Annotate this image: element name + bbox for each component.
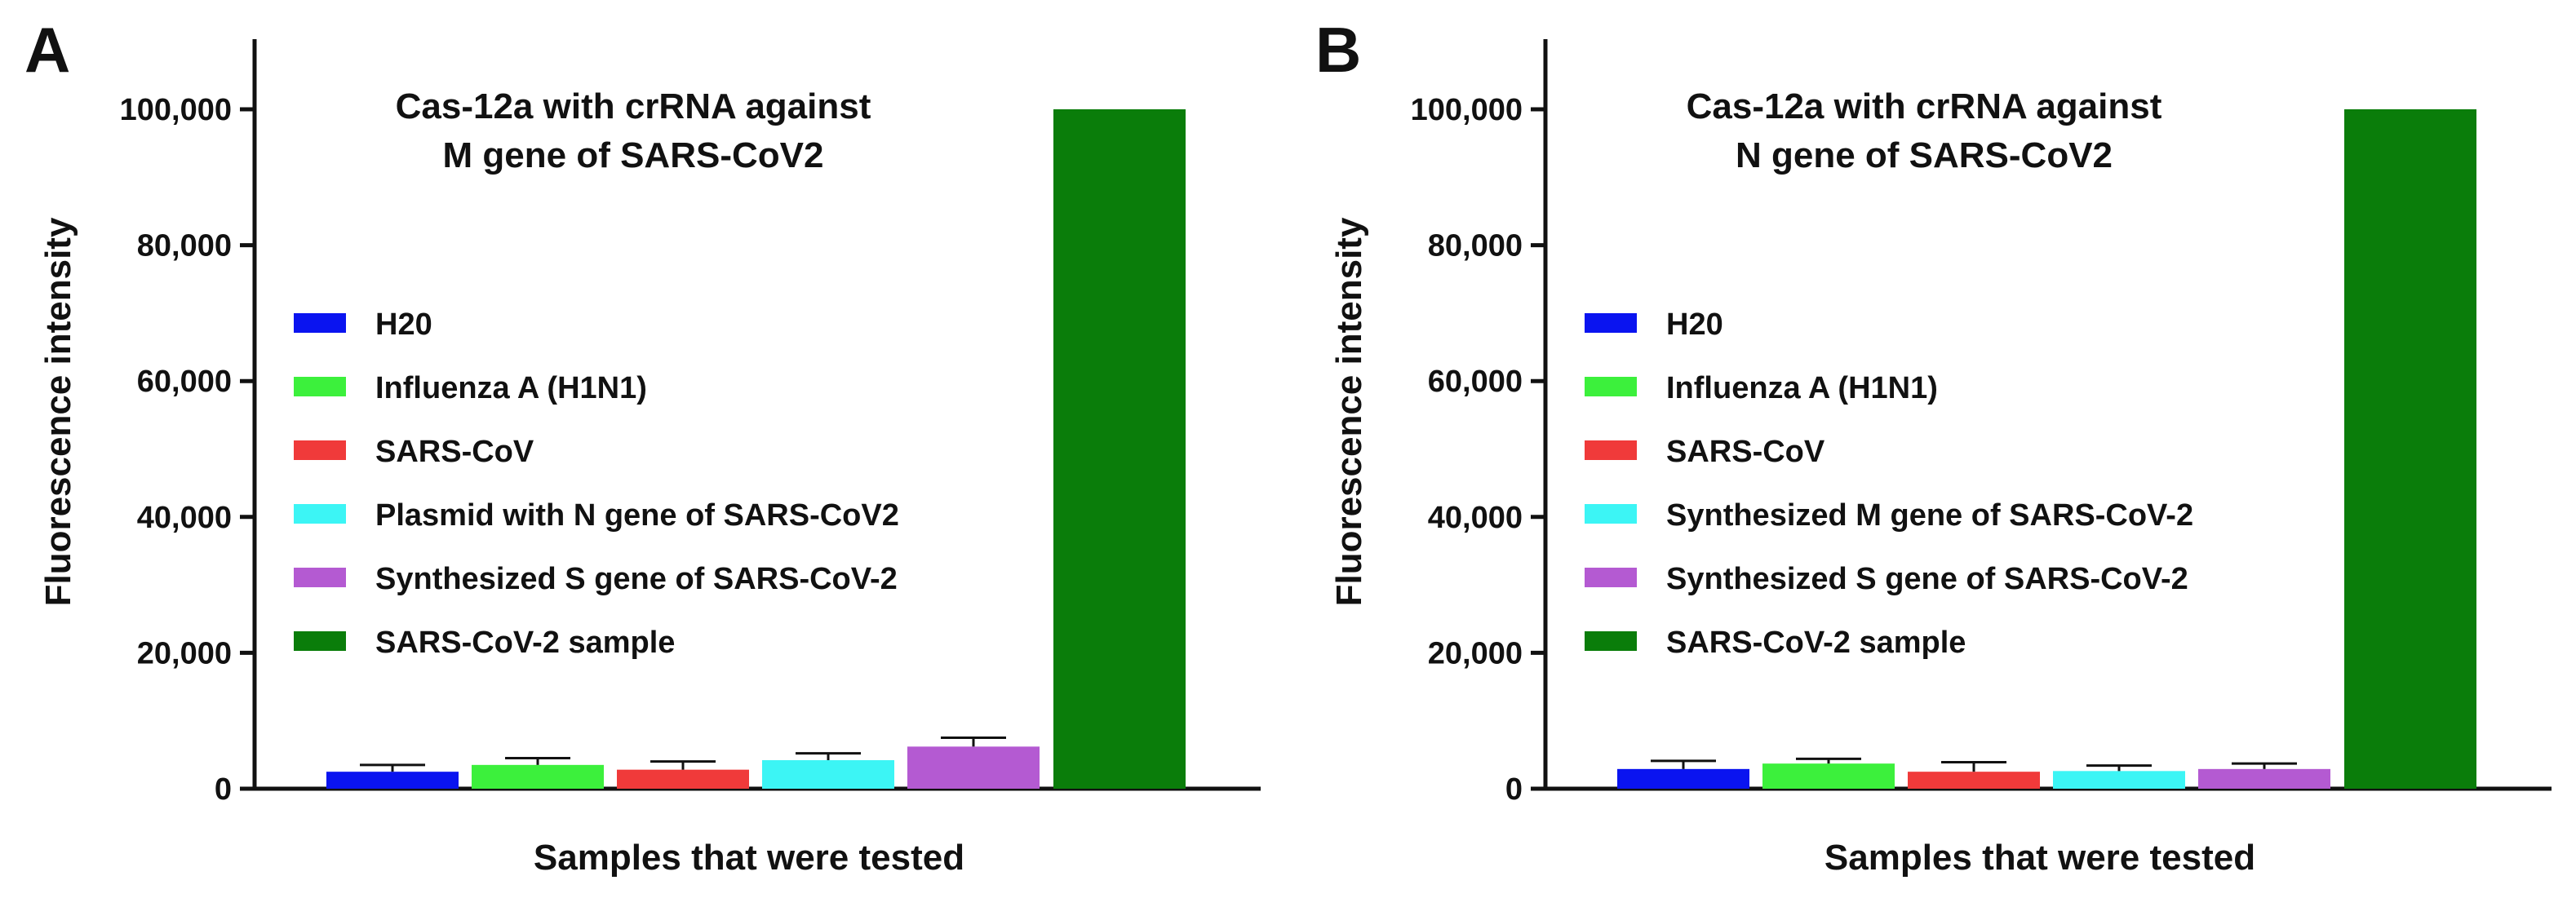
bar — [1908, 772, 2040, 789]
bar — [326, 772, 459, 789]
bar — [1617, 768, 1749, 789]
legend-swatch — [294, 568, 346, 587]
bar — [472, 764, 604, 789]
bar — [907, 746, 1040, 789]
legend-swatch — [1585, 568, 1637, 587]
legend-label: Synthesized S gene of SARS-CoV-2 — [1666, 562, 2188, 596]
y-tick-label: 60,000 — [1428, 365, 1523, 399]
bar — [2344, 109, 2476, 789]
legend-swatch — [294, 377, 346, 396]
legend-label: Plasmid with N gene of SARS-CoV2 — [375, 498, 899, 533]
bar — [762, 760, 894, 789]
legend-label: H20 — [375, 307, 432, 342]
chart-title-line: Cas-12a with crRNA against — [396, 86, 871, 126]
panel-b: B Cas-12a with crRNA against N gene of SAR… — [1315, 14, 2552, 878]
y-tick-label: 100,000 — [120, 93, 232, 127]
legend-swatch — [1585, 440, 1637, 460]
panel-label: A — [24, 14, 70, 86]
legend-label: Synthesized M gene of SARS-CoV-2 — [1666, 498, 2193, 533]
legend-label: SARS-CoV-2 sample — [1666, 626, 1966, 660]
bar — [2198, 768, 2330, 789]
legend-label: SARS-CoV-2 sample — [375, 626, 675, 660]
y-tick-label: 100,000 — [1411, 93, 1523, 127]
x-axis-title: Samples that were tested — [534, 838, 964, 878]
legend-swatch — [1585, 377, 1637, 396]
legend-label: SARS-CoV — [375, 435, 534, 469]
x-axis-title: Samples that were tested — [1824, 838, 2255, 878]
legend-swatch — [294, 440, 346, 460]
bar — [1762, 763, 1895, 789]
y-tick-label: 20,000 — [1428, 636, 1523, 670]
legend-swatch — [294, 313, 346, 333]
legend-label: Synthesized S gene of SARS-CoV-2 — [375, 562, 898, 596]
legend-swatch — [294, 631, 346, 651]
legend-label: Influenza A (H1N1) — [375, 371, 647, 405]
legend-label: SARS-CoV — [1666, 435, 1825, 469]
chart-title-line: M gene of SARS-CoV2 — [443, 135, 824, 175]
legend-swatch — [294, 504, 346, 524]
bar — [1053, 109, 1186, 789]
y-tick-label: 20,000 — [137, 636, 232, 670]
y-axis-title: Fluorescence intensity — [38, 217, 78, 606]
y-tick-label: 0 — [1505, 772, 1523, 807]
y-tick-label: 80,000 — [1428, 229, 1523, 263]
bar — [2053, 771, 2185, 789]
legend-label: Influenza A (H1N1) — [1666, 371, 1938, 405]
bar — [617, 769, 749, 789]
legend-label: H20 — [1666, 307, 1723, 342]
chart-title-line: N gene of SARS-CoV2 — [1736, 135, 2113, 175]
panel-a: A Cas-12a with crRNA against M gene of SAR… — [24, 14, 1261, 878]
legend-swatch — [1585, 631, 1637, 651]
legend-swatch — [1585, 504, 1637, 524]
y-tick-label: 80,000 — [137, 229, 232, 263]
legend-swatch — [1585, 313, 1637, 333]
y-tick-label: 0 — [215, 772, 232, 807]
chart-title-line: Cas-12a with crRNA against — [1687, 86, 2162, 126]
y-tick-label: 60,000 — [137, 365, 232, 399]
y-axis-title: Fluorescence intensity — [1329, 217, 1369, 606]
y-tick-label: 40,000 — [1428, 501, 1523, 535]
panel-label: B — [1315, 14, 1361, 86]
y-tick-label: 40,000 — [137, 501, 232, 535]
